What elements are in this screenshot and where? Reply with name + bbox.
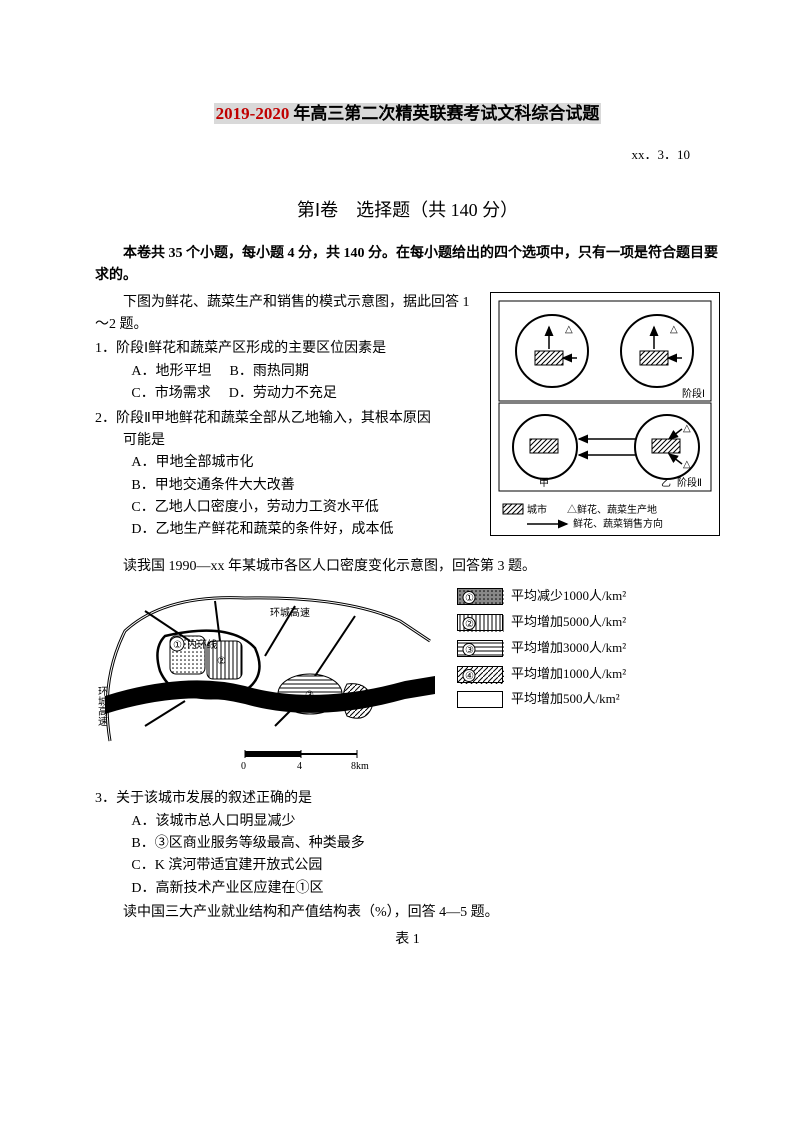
section-heading: 第Ⅰ卷 选择题（共 140 分） <box>95 196 720 225</box>
page-title: 2019-2020年高三第二次精英联赛考试文科综合试题 <box>95 100 720 127</box>
figure-2-block: 环城高速 环城高速 内环线 ① ② ③ ④ <box>95 586 720 776</box>
legend-item: ④ 平均增加1000人/km² <box>457 664 626 685</box>
legend-item: ② 平均增加5000人/km² <box>457 612 626 633</box>
svg-text:④: ④ <box>465 671 474 682</box>
question-3: 3．关于该城市发展的叙述正确的是 <box>95 788 720 810</box>
q1-opt-d: D．劳动力不充足 <box>229 383 337 405</box>
svg-text:△: △ <box>670 324 678 335</box>
svg-text:④: ④ <box>351 696 360 707</box>
q1-opt-b: B．雨热同期 <box>230 361 309 383</box>
legend-item: 平均增加500人/km² <box>457 689 626 710</box>
exam-date: xx．3．10 <box>95 145 720 166</box>
figure-2-legend: ① 平均减少1000人/km² ② 平均增加5000人/km² ③ 平均增加30… <box>457 586 626 715</box>
q2-opt-c: C．乙地人口密度小，劳动力工资水平低 <box>131 497 482 519</box>
q2-opt-a: A．甲地全部城市化 <box>131 452 482 474</box>
legend-text: 平均增加1000人/km² <box>511 664 626 685</box>
svg-text:△: △ <box>565 324 573 335</box>
q1-opt-a: A．地形平坦 <box>131 361 211 383</box>
q2-options: A．甲地全部城市化 B．甲地交通条件大大改善 C．乙地人口密度小，劳动力工资水平… <box>95 452 482 542</box>
q12-block: 下图为鲜花、蔬菜生产和销售的模式示意图，据此回答 1～2 题。 1．阶段Ⅰ鲜花和… <box>95 292 720 542</box>
q1-opt-c: C．市场需求 <box>131 383 210 405</box>
svg-text:②: ② <box>217 656 226 667</box>
legend-text: 平均增加500人/km² <box>511 689 620 710</box>
svg-text:△: △ <box>683 423 691 434</box>
q3-opt-c: C．K 滨河带适宜建开放式公园 <box>131 855 720 877</box>
title-rest: 年高三第二次精英联赛考试文科综合试题 <box>291 103 601 124</box>
svg-text:8km: 8km <box>351 761 369 772</box>
q45-intro: 读中国三大产业就业结构和产值结构表（%），回答 4—5 题。 <box>95 902 720 924</box>
q3-intro: 读我国 1990—xx 年某城市各区人口密度变化示意图，回答第 3 题。 <box>95 556 720 578</box>
svg-text:②: ② <box>465 619 474 630</box>
svg-text:城市: 城市 <box>527 503 547 516</box>
svg-text:乙: 乙 <box>661 477 671 489</box>
svg-text:鲜花、蔬菜销售方向: 鲜花、蔬菜销售方向 <box>573 517 663 529</box>
table-1-label: 表 1 <box>95 929 720 951</box>
figure-1: △ △ 阶段Ⅰ △ △ 甲 乙 <box>490 292 720 536</box>
legend-text: 平均增加3000人/km² <box>511 638 626 659</box>
svg-text:③: ③ <box>465 645 474 656</box>
question-2: 2．阶段Ⅱ甲地鲜花和蔬菜全部从乙地输入，其根本原因 <box>95 408 482 430</box>
instruction-text: 本卷共 35 个小题，每小题 4 分，共 140 分。在每小题给出的四个选项中，… <box>95 243 720 288</box>
legend-text: 平均减少1000人/km² <box>511 586 626 607</box>
q2-sub: 可能是 <box>95 430 482 452</box>
legend-item: ③ 平均增加3000人/km² <box>457 638 626 659</box>
svg-text:阶段Ⅱ: 阶段Ⅱ <box>677 476 702 489</box>
svg-text:①: ① <box>173 640 182 651</box>
q3-opt-a: A．该城市总人口明显减少 <box>131 811 720 833</box>
svg-text:4: 4 <box>297 761 302 772</box>
svg-text:③: ③ <box>305 690 314 701</box>
fig1-stage1: 阶段Ⅰ <box>682 387 705 400</box>
title-year: 2019-2020 <box>214 103 292 124</box>
svg-text:△鲜花、蔬菜生产地: △鲜花、蔬菜生产地 <box>567 503 657 516</box>
svg-text:①: ① <box>465 593 474 604</box>
q2-opt-b: B．甲地交通条件大大改善 <box>131 475 482 497</box>
svg-text:△: △ <box>683 459 691 470</box>
figure-2-map: 环城高速 环城高速 内环线 ① ② ③ ④ <box>95 586 435 776</box>
q2-opt-d: D．乙地生产鲜花和蔬菜的条件好，成本低 <box>131 519 482 541</box>
legend-item: ① 平均减少1000人/km² <box>457 586 626 607</box>
svg-text:甲: 甲 <box>539 478 549 489</box>
q1-options: A．地形平坦 B．雨热同期 C．市场需求 D．劳动力不充足 <box>95 361 482 406</box>
q3-options: A．该城市总人口明显减少 B．③区商业服务等级最高、种类最多 C．K 滨河带适宜… <box>95 811 720 901</box>
q3-opt-b: B．③区商业服务等级最高、种类最多 <box>131 833 720 855</box>
question-1: 1．阶段Ⅰ鲜花和蔬菜产区形成的主要区位因素是 <box>95 338 482 360</box>
svg-text:0: 0 <box>241 761 246 772</box>
q3-opt-d: D．高新技术产业区应建在①区 <box>131 878 720 900</box>
legend-text: 平均增加5000人/km² <box>511 612 626 633</box>
q12-intro: 下图为鲜花、蔬菜生产和销售的模式示意图，据此回答 1～2 题。 <box>95 292 482 337</box>
